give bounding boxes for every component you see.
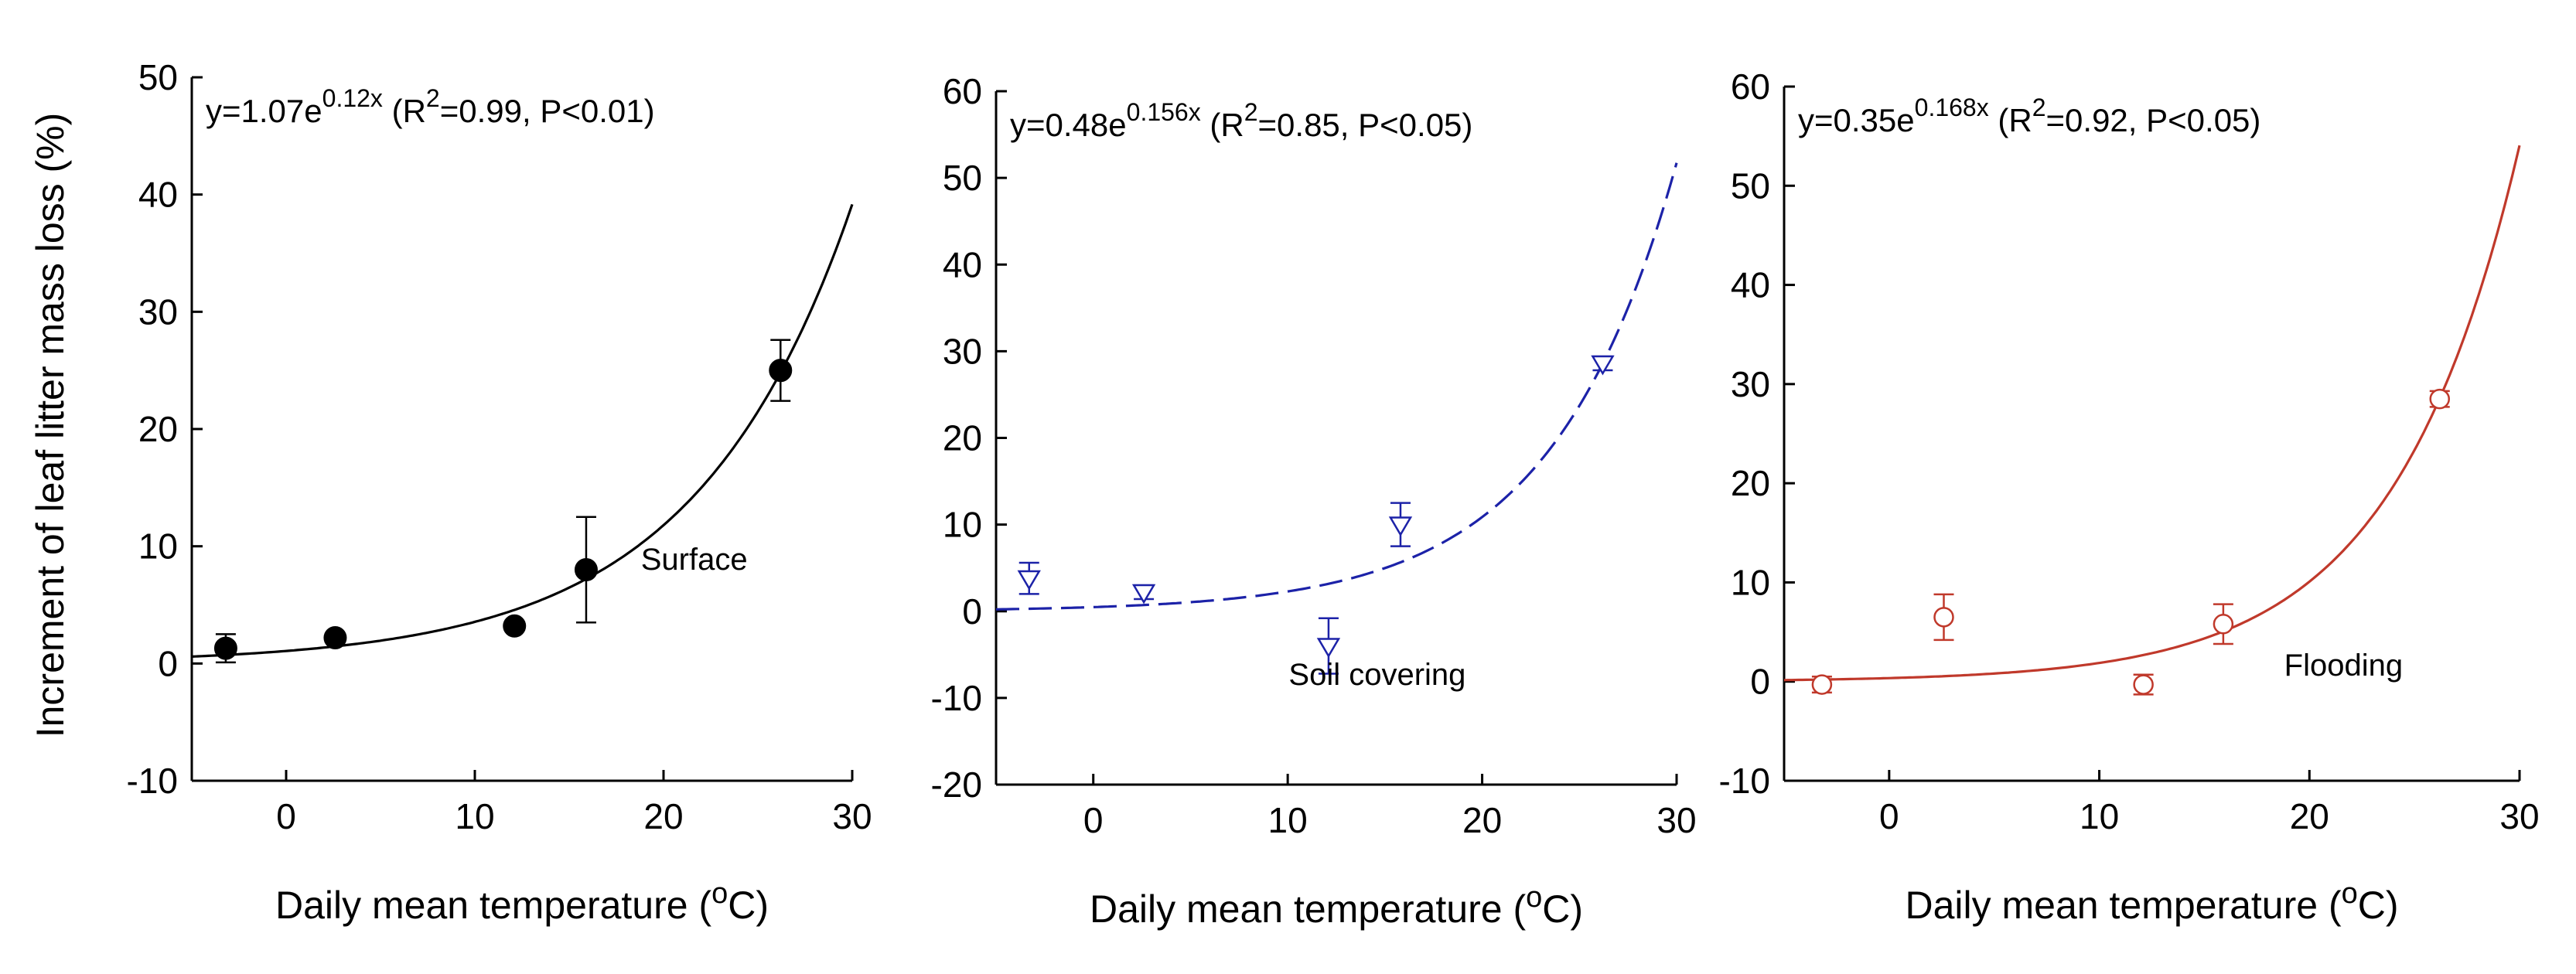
y-tick-label: -10 <box>1719 761 1770 801</box>
y-tick-label: 10 <box>1731 562 1770 602</box>
data-point <box>213 636 237 660</box>
data-point <box>2213 614 2234 635</box>
y-tick-label: 50 <box>943 158 982 198</box>
y-tick-label: 30 <box>138 291 178 332</box>
data-point <box>1388 516 1413 537</box>
panel-2: -20 -10 0 10 20 30 40 50 60 0 10 20 30 Daily mean tem… <box>931 71 1697 931</box>
equation-label: y=0.48e0.156x (R2=0.85, P<0.05) <box>1010 98 1472 143</box>
panel-label: Surface <box>641 543 748 577</box>
fit-curve <box>191 203 854 658</box>
y-tick-label: 30 <box>1731 364 1770 404</box>
y-axis-title: Increment of leaf litter mass loss (%) <box>29 113 72 738</box>
y-tick-label: 30 <box>943 331 982 371</box>
y-tick-label: 0 <box>158 643 178 683</box>
x-tick-label: 30 <box>832 796 872 836</box>
x-tick-label: 20 <box>643 796 683 836</box>
data-point <box>1316 638 1341 659</box>
x-tick-label: 0 <box>1879 796 1899 836</box>
y-tick-label: -10 <box>931 678 982 718</box>
x-axis-title: Daily mean temperature (oC) <box>275 877 769 927</box>
y-tick-label: 0 <box>962 591 982 632</box>
data-point <box>1811 674 1833 695</box>
y-tick-label: 20 <box>138 409 178 449</box>
y-tick-label: 40 <box>943 244 982 284</box>
data-point <box>1017 570 1041 591</box>
panel-label: Flooding <box>2284 649 2403 683</box>
data-point <box>1591 355 1615 376</box>
panel-1: -10 0 10 20 30 40 50 0 10 20 30 Daily mean temperat… <box>127 57 872 927</box>
fit-curve <box>995 162 1678 611</box>
y-tick-label: 20 <box>943 418 982 458</box>
data-point <box>574 558 598 581</box>
x-tick-label: 10 <box>1268 800 1308 840</box>
data-point <box>1933 607 1954 628</box>
x-tick-label: 20 <box>2290 796 2329 836</box>
x-tick-label: 0 <box>276 796 296 836</box>
y-tick-label: -20 <box>931 765 982 805</box>
y-tick-label: 60 <box>943 71 982 111</box>
y-tick-label: 0 <box>1750 662 1770 702</box>
y-tick-label: 40 <box>138 175 178 215</box>
x-tick-label: 30 <box>2499 796 2539 836</box>
x-tick-label: 30 <box>1656 800 1696 840</box>
panel-3: -10 0 10 20 30 40 50 60 0 10 20 30 Daily mean temper… <box>1719 66 2540 927</box>
x-tick-label: 20 <box>1462 800 1502 840</box>
y-tick-label: 20 <box>1731 463 1770 503</box>
equation-label: y=0.35e0.168x (R2=0.92, P<0.05) <box>1798 94 2260 138</box>
equation-label: y=1.07e0.12x (R2=0.99, P<0.01) <box>206 84 655 129</box>
y-tick-label: 10 <box>138 526 178 567</box>
panel-label: Soil covering <box>1288 658 1465 692</box>
data-point <box>769 359 793 383</box>
data-point <box>323 625 347 649</box>
data-point <box>2429 388 2450 410</box>
data-point <box>503 614 527 638</box>
x-axis-title: Daily mean temperature (oC) <box>1090 881 1583 931</box>
y-tick-label: -10 <box>127 761 178 801</box>
y-tick-label: 50 <box>1731 165 1770 206</box>
x-axis-title: Daily mean temperature (oC) <box>1905 877 2398 927</box>
data-point <box>2133 674 2154 695</box>
fit-curve <box>1783 145 2521 682</box>
x-tick-label: 10 <box>2080 796 2119 836</box>
x-tick-label: 10 <box>455 796 494 836</box>
y-tick-label: 10 <box>943 505 982 545</box>
y-tick-label: 60 <box>1731 66 1770 107</box>
y-tick-label: 40 <box>1731 265 1770 305</box>
x-tick-label: 0 <box>1083 800 1104 840</box>
data-point <box>1131 584 1156 604</box>
y-tick-label: 50 <box>138 57 178 97</box>
